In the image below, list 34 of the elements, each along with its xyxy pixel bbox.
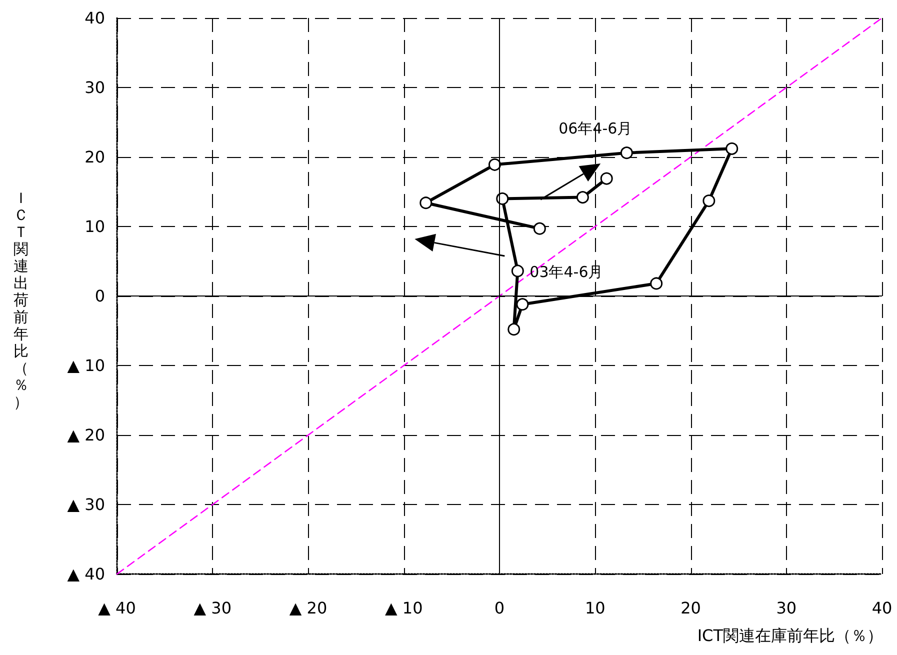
point: [511, 264, 524, 278]
y-tick-label: 40: [84, 8, 105, 28]
x-tick-label: 40: [872, 598, 892, 618]
point: [496, 192, 509, 205]
point: [533, 222, 546, 235]
point: [600, 172, 613, 185]
x-tick-label: ▲ 20: [289, 598, 328, 618]
y-tick-label: 10: [84, 217, 105, 236]
y-tick-label: 0: [94, 286, 105, 306]
y-tick-label: ▲ 30: [67, 495, 105, 514]
point: [576, 191, 589, 204]
y-tick-label: ▲ 10: [67, 356, 105, 375]
x-tick-label: 20: [680, 598, 701, 618]
x-tick-label: 0: [494, 598, 505, 618]
y-tick-label: 30: [84, 78, 105, 97]
point: [488, 158, 501, 171]
x-tick-label: ▲ 40: [98, 598, 136, 618]
point: [516, 298, 529, 311]
point: [420, 196, 432, 210]
y-tick-label: 20: [84, 148, 105, 166]
x-tick-label: ▲ 30: [194, 598, 232, 618]
x-tick-label: ▲ 10: [385, 598, 423, 618]
x-axis-title: ICT関連在庫前年比（％）: [697, 626, 883, 647]
annotation: 06年4-6月: [558, 120, 632, 138]
y-tick-label: ▲ 40: [67, 564, 105, 584]
x-tick-label: 30: [776, 598, 797, 618]
point: [620, 146, 633, 160]
point: [726, 142, 738, 155]
y-tick-label: ▲ 20: [67, 426, 105, 444]
x-tick-label: 10: [584, 598, 606, 618]
point: [702, 194, 716, 208]
point: [508, 323, 520, 336]
text: ＩＣＴ関連出荷前年比（％）: [14, 189, 28, 411]
point: [650, 277, 663, 290]
